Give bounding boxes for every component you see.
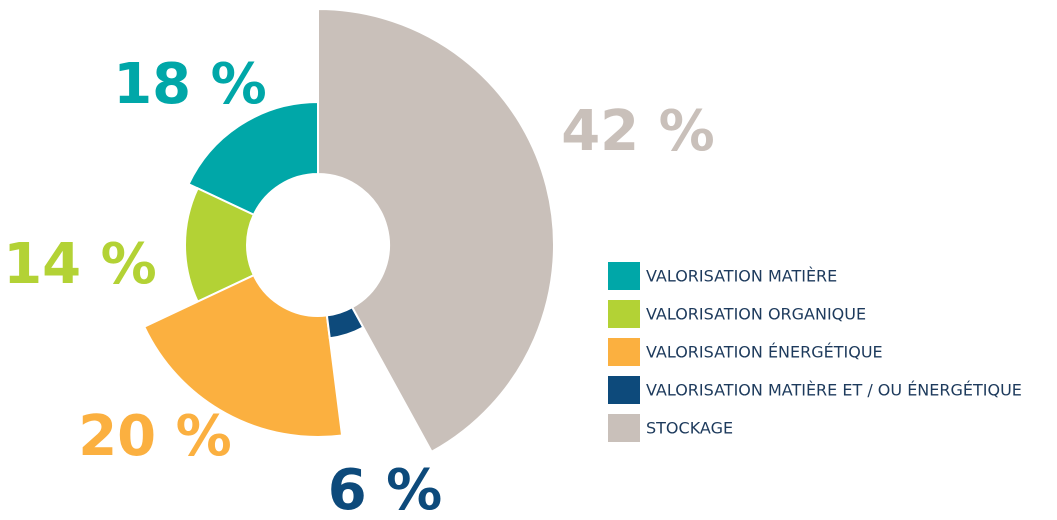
data-label: 42 % bbox=[561, 99, 715, 164]
legend-label: VALORISATION ORGANIQUE bbox=[646, 305, 866, 324]
data-label: 18 % bbox=[113, 52, 267, 117]
legend-swatch bbox=[608, 262, 640, 290]
pie-slice bbox=[142, 273, 344, 438]
legend-label: VALORISATION ÉNERGÉTIQUE bbox=[646, 343, 883, 362]
data-label: 20 % bbox=[78, 404, 232, 469]
legend-swatch bbox=[608, 414, 640, 442]
legend-swatch bbox=[608, 338, 640, 366]
legend-label: VALORISATION MATIÈRE ET / OU ÉNERGÉTIQUE bbox=[646, 381, 1022, 400]
data-label: 14 % bbox=[3, 232, 157, 297]
legend-swatch bbox=[608, 376, 640, 404]
pie-slice bbox=[187, 100, 319, 217]
legend-label: STOCKAGE bbox=[646, 419, 733, 438]
data-label: 6 % bbox=[328, 458, 443, 520]
legend-swatch bbox=[608, 300, 640, 328]
legend-label: VALORISATION MATIÈRE bbox=[646, 267, 837, 286]
pie-slice bbox=[317, 7, 555, 454]
